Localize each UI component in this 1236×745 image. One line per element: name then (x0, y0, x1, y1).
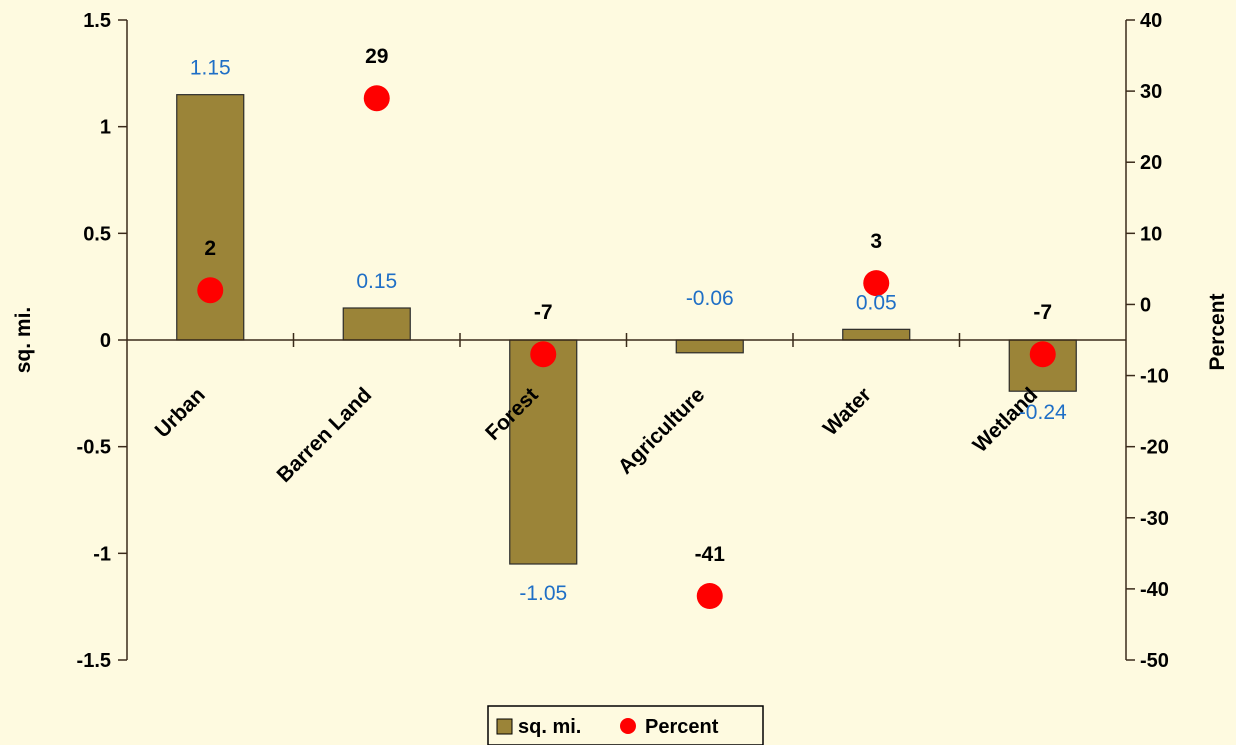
legend-bar-swatch (496, 718, 513, 735)
percent-point (1029, 341, 1056, 368)
y-tick-label: -1 (93, 543, 111, 565)
legend-bar-label: sq. mi. (518, 716, 581, 738)
y2-tick-label: -10 (1140, 366, 1169, 388)
percent-series (197, 85, 1056, 609)
point-value-label: -7 (534, 301, 553, 324)
point-value-label: 2 (204, 237, 216, 260)
category-labels: Urban Barren Land Forest Agriculture Water We… (151, 383, 1043, 487)
category-label: Water (819, 383, 876, 440)
legend-point-label: Percent (645, 716, 719, 738)
point-value-label: -7 (1033, 301, 1052, 324)
point-value-label: 3 (870, 230, 882, 253)
percent-point (696, 583, 723, 609)
bar (509, 339, 578, 565)
y-tick-label: 0 (100, 330, 111, 352)
y2-tick-label: -40 (1140, 579, 1169, 601)
bar-value-label: -1.05 (519, 582, 567, 605)
point-value-label: 29 (365, 45, 388, 68)
category-label: Agriculture (614, 383, 709, 478)
point-value-label: -41 (695, 543, 726, 566)
y-tick-label: 1 (100, 117, 111, 139)
percent-point (863, 270, 890, 297)
y2-tick-label: -30 (1140, 508, 1169, 530)
bar-series (176, 94, 1077, 565)
y2-tick-label: 10 (1140, 223, 1162, 245)
bar (842, 328, 911, 341)
category-label: Urban (151, 383, 210, 442)
y2-tick-label: -20 (1140, 437, 1169, 459)
y2-tick-label: 20 (1140, 152, 1162, 174)
y-tick-label: -1.5 (77, 650, 111, 672)
y-tick-label: 1.5 (83, 10, 111, 32)
percent-point (363, 85, 390, 112)
y-tick-label: 0.5 (83, 223, 111, 245)
y2-tick-label: -50 (1140, 650, 1169, 672)
bar-value-label: -0.06 (686, 287, 734, 310)
percent-point (530, 341, 557, 368)
percent-point (197, 277, 224, 304)
y2-axis-title: Percent (1206, 293, 1229, 370)
legend-point-swatch (620, 718, 636, 734)
y-axis-title: sq. mi. (12, 307, 35, 374)
bar (342, 307, 411, 341)
y-tick-label: -0.5 (77, 437, 111, 459)
point-data-labels: 2 29 -7 -41 3 -7 (204, 45, 1052, 566)
y2-tick-label: 30 (1140, 81, 1162, 103)
bar-value-label: -0.24 (1019, 401, 1067, 424)
axes: -1.5-1-0.500.511.5-50-40-30-20-100102030… (77, 10, 1169, 672)
bar (675, 339, 744, 354)
legend: sq. mi. Percent (487, 705, 764, 745)
bar-value-label: 0.05 (856, 291, 897, 314)
y2-tick-label: 40 (1140, 10, 1162, 32)
bar-value-label: 1.15 (190, 57, 231, 80)
y2-tick-label: 0 (1140, 294, 1151, 316)
bar-value-label: 0.15 (356, 270, 397, 293)
bar-data-labels: 1.15 0.15 -1.05 -0.06 0.05 -0.24 (190, 57, 1067, 605)
category-label: Barren Land (273, 383, 377, 487)
